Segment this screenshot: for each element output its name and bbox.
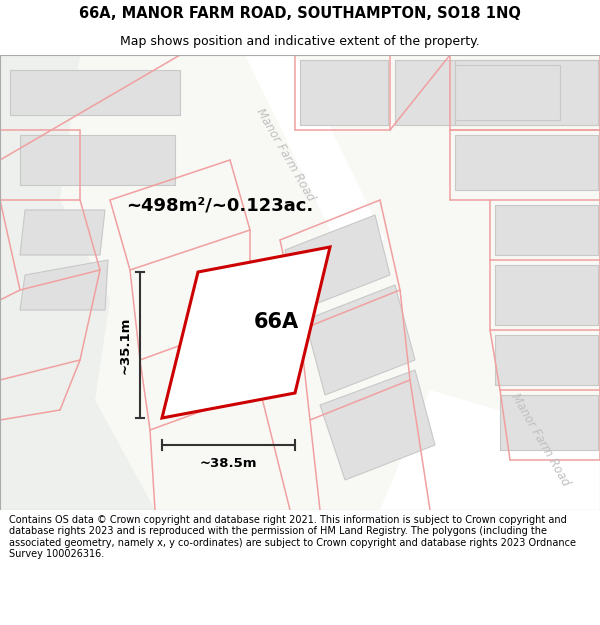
- Polygon shape: [380, 390, 600, 510]
- Polygon shape: [300, 60, 388, 125]
- Polygon shape: [500, 395, 598, 450]
- Text: 66A: 66A: [254, 312, 299, 332]
- Polygon shape: [20, 135, 175, 185]
- Polygon shape: [455, 60, 598, 125]
- Polygon shape: [305, 285, 415, 395]
- Text: 66A, MANOR FARM ROAD, SOUTHAMPTON, SO18 1NQ: 66A, MANOR FARM ROAD, SOUTHAMPTON, SO18 …: [79, 6, 521, 21]
- Text: ~35.1m: ~35.1m: [119, 316, 132, 374]
- Polygon shape: [455, 135, 598, 190]
- Polygon shape: [0, 55, 155, 510]
- Polygon shape: [455, 65, 560, 120]
- Polygon shape: [162, 247, 330, 418]
- Polygon shape: [245, 55, 385, 240]
- Polygon shape: [20, 260, 108, 310]
- Polygon shape: [10, 70, 180, 115]
- Polygon shape: [495, 335, 598, 385]
- Text: ~38.5m: ~38.5m: [200, 457, 257, 470]
- Text: Manor Farm Road: Manor Farm Road: [253, 106, 317, 204]
- Polygon shape: [285, 215, 390, 310]
- Text: Map shows position and indicative extent of the property.: Map shows position and indicative extent…: [120, 35, 480, 48]
- Text: Contains OS data © Crown copyright and database right 2021. This information is : Contains OS data © Crown copyright and d…: [9, 514, 576, 559]
- Polygon shape: [495, 205, 598, 255]
- Polygon shape: [495, 265, 598, 325]
- Polygon shape: [20, 210, 105, 255]
- Polygon shape: [320, 370, 435, 480]
- Polygon shape: [395, 60, 600, 125]
- Text: Manor Farm Road: Manor Farm Road: [508, 391, 572, 489]
- Text: ~498m²/~0.123ac.: ~498m²/~0.123ac.: [127, 196, 314, 214]
